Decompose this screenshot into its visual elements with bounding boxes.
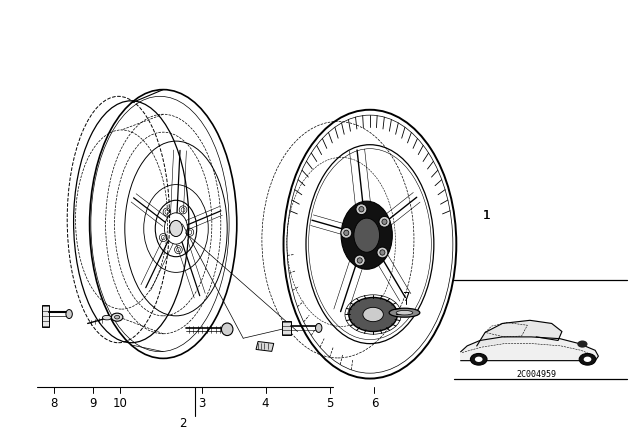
- Circle shape: [470, 353, 487, 365]
- Ellipse shape: [221, 323, 233, 336]
- Polygon shape: [461, 337, 598, 361]
- Ellipse shape: [359, 207, 364, 212]
- Text: 2: 2: [179, 417, 186, 430]
- Ellipse shape: [115, 315, 120, 319]
- Text: 1: 1: [483, 208, 490, 222]
- Ellipse shape: [316, 323, 322, 332]
- Bar: [282, 321, 291, 335]
- Ellipse shape: [396, 310, 413, 315]
- Circle shape: [579, 353, 596, 365]
- Ellipse shape: [344, 230, 349, 236]
- Ellipse shape: [355, 255, 365, 266]
- Ellipse shape: [341, 201, 392, 269]
- Ellipse shape: [349, 297, 397, 332]
- Ellipse shape: [356, 204, 367, 215]
- Polygon shape: [477, 320, 562, 346]
- Text: 10: 10: [113, 396, 128, 410]
- Bar: [42, 305, 49, 327]
- Circle shape: [584, 357, 591, 362]
- Text: 8: 8: [51, 396, 58, 410]
- Circle shape: [577, 340, 588, 348]
- Text: 9: 9: [89, 396, 97, 410]
- Bar: [256, 341, 274, 351]
- Ellipse shape: [382, 219, 387, 224]
- Ellipse shape: [377, 247, 388, 258]
- Ellipse shape: [363, 307, 383, 322]
- Text: 5: 5: [326, 396, 333, 410]
- Text: 4: 4: [262, 396, 269, 410]
- Ellipse shape: [354, 218, 380, 252]
- Ellipse shape: [111, 313, 123, 321]
- Ellipse shape: [389, 308, 420, 317]
- Ellipse shape: [170, 220, 182, 237]
- Ellipse shape: [379, 216, 390, 227]
- Ellipse shape: [380, 250, 385, 255]
- Ellipse shape: [341, 228, 352, 238]
- Text: 6: 6: [371, 396, 378, 410]
- Ellipse shape: [102, 315, 111, 320]
- Ellipse shape: [66, 310, 72, 319]
- Text: 3: 3: [198, 396, 205, 410]
- Ellipse shape: [357, 258, 362, 263]
- Text: 1: 1: [483, 208, 490, 222]
- Text: 7: 7: [403, 291, 410, 305]
- Circle shape: [475, 357, 483, 362]
- Text: 2C004959: 2C004959: [516, 370, 556, 379]
